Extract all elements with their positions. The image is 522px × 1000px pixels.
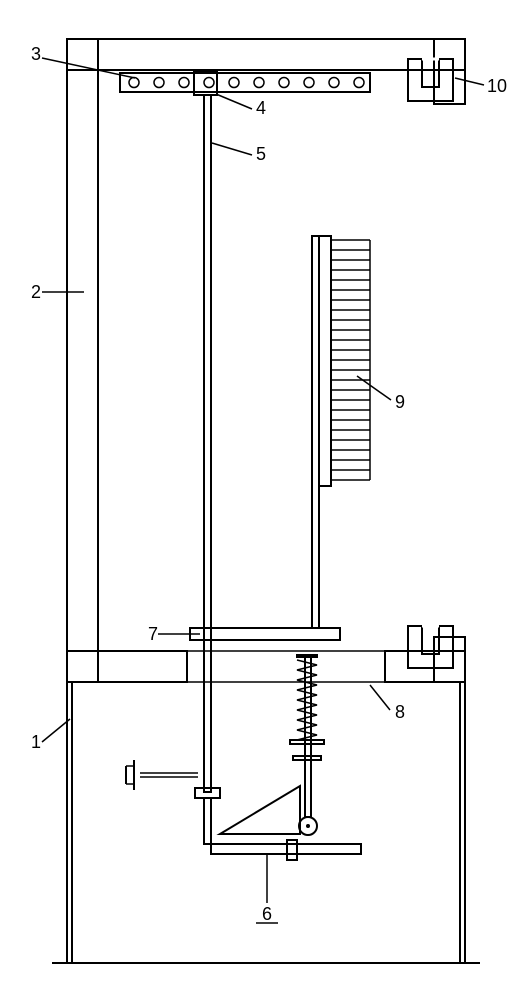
label-5: 5 (256, 144, 266, 164)
label-1: 1 (31, 732, 41, 752)
label-10: 10 (487, 76, 507, 96)
label-4: 4 (256, 98, 266, 118)
label-2: 2 (31, 282, 41, 302)
label-9: 9 (395, 392, 405, 412)
label-7: 7 (148, 624, 158, 644)
label-8: 8 (395, 702, 405, 722)
label-3: 3 (31, 44, 41, 64)
label-6: 6 (262, 904, 272, 924)
